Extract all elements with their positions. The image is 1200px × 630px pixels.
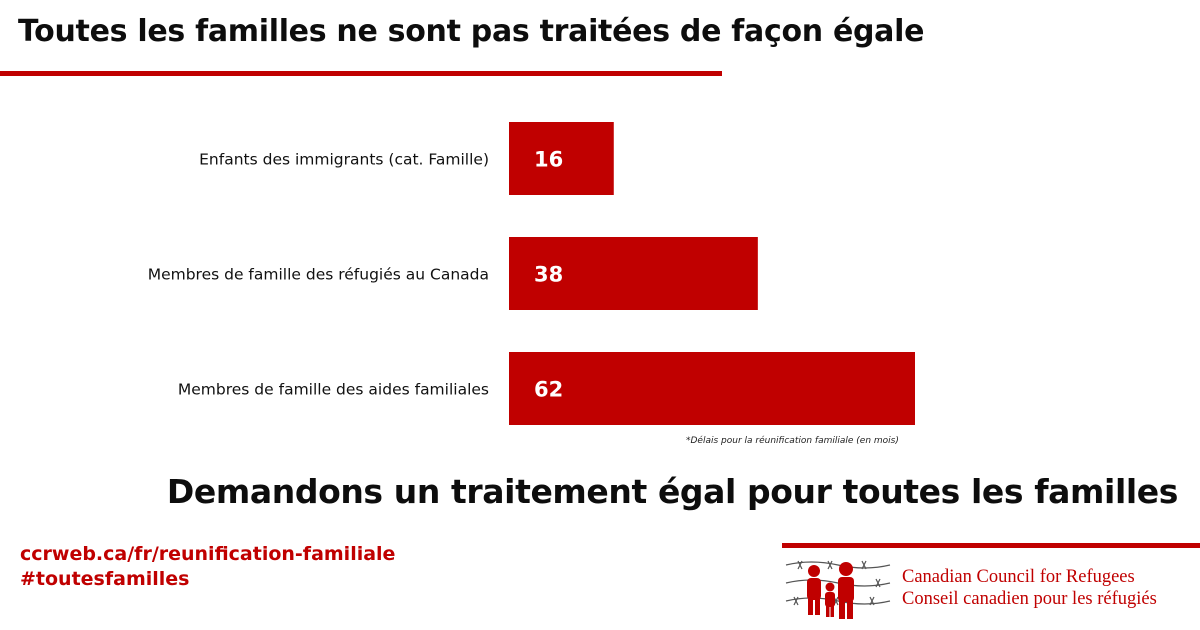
- call-to-action: Demandons un traitement égal pour toutes…: [166, 472, 1178, 511]
- chart-footnote: *Délais pour la réunification familiale …: [686, 436, 899, 446]
- page-title: Toutes les familles ne sont pas traitées…: [18, 14, 925, 49]
- links-block: ccrweb.ca/fr/reunification-familiale #to…: [20, 542, 395, 592]
- bar-value-label: 38: [534, 263, 563, 287]
- org-name-french: Conseil canadien pour les réfugiés: [902, 589, 1157, 609]
- bar: [509, 122, 614, 195]
- org-name-english: Canadian Council for Refugees: [902, 567, 1135, 587]
- category-label: Enfants des immigrants (cat. Famille): [199, 151, 489, 169]
- bar-value-label: 62: [534, 378, 563, 402]
- bar: [509, 237, 758, 310]
- hashtag-link[interactable]: #toutesfamilles: [20, 568, 190, 590]
- bar-value-label: 16: [534, 148, 563, 172]
- org-divider: [782, 543, 1200, 548]
- org-names: Canadian Council for Refugees Conseil ca…: [902, 566, 1157, 610]
- website-link[interactable]: ccrweb.ca/fr/reunification-familiale: [20, 543, 396, 565]
- title-underline: [0, 71, 722, 76]
- people-behind-barbed-wire-icon: [785, 560, 891, 619]
- category-label: Membres de famille des aides familiales: [178, 381, 489, 399]
- bar: [509, 352, 915, 425]
- bar-chart: Enfants des immigrants (cat. Famille) 16 M…: [148, 122, 915, 425]
- category-label: Membres de famille des réfugiés au Canad…: [148, 266, 489, 284]
